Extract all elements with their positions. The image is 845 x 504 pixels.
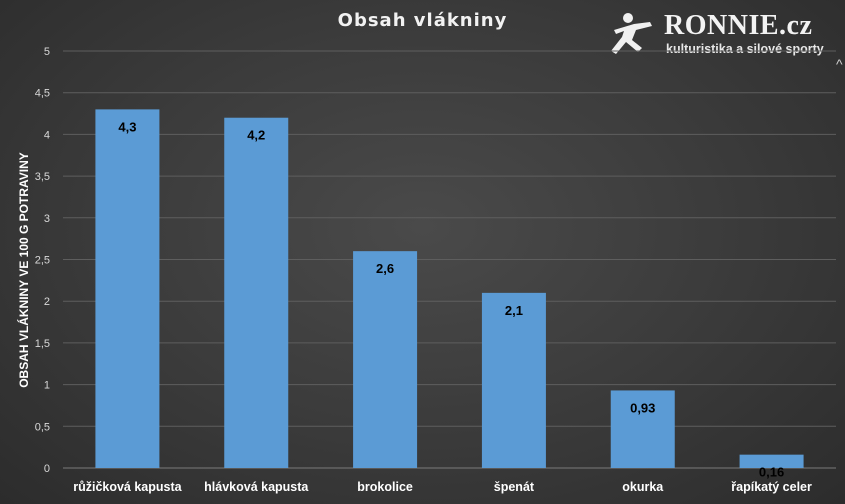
y-tick-label: 0 xyxy=(44,463,50,475)
data-label: 4,2 xyxy=(247,128,265,143)
chart-title: Obsah vlákniny xyxy=(337,10,508,31)
x-tick-label: růžičková kapusta xyxy=(73,480,182,494)
data-label: 2,6 xyxy=(376,261,394,276)
data-label: 0,16 xyxy=(759,465,784,480)
x-tick-label: hlávková kapusta xyxy=(204,480,309,494)
bar xyxy=(610,390,675,468)
y-tick-label: 3 xyxy=(44,213,50,225)
bar xyxy=(95,109,160,468)
y-tick-label: 1 xyxy=(44,380,50,392)
y-tick-label: 3,5 xyxy=(35,171,50,183)
data-label: 2,1 xyxy=(505,303,523,318)
x-tick-label: špenát xyxy=(494,480,535,494)
corner-mark: ^ xyxy=(836,56,843,72)
y-tick-label: 0,5 xyxy=(35,421,50,433)
y-tick-label: 5 xyxy=(44,46,50,58)
x-tick-label: řapíkatý celer xyxy=(731,480,812,494)
bar xyxy=(353,251,418,468)
brand-logo: RONNIE.cz kulturistika a silové sporty xyxy=(606,10,840,60)
athlete-figure-icon xyxy=(611,13,652,54)
y-tick-label: 2,5 xyxy=(35,255,50,267)
y-tick-label: 4,5 xyxy=(35,88,50,100)
bar xyxy=(481,292,546,468)
x-tick-label: brokolice xyxy=(357,480,413,494)
bar xyxy=(224,117,289,468)
bar xyxy=(739,454,804,468)
data-label: 0,93 xyxy=(630,400,655,415)
x-tick-label: okurka xyxy=(622,480,664,494)
logo-brand: RONNIE.cz xyxy=(664,10,813,41)
y-tick-label: 1,5 xyxy=(35,338,50,350)
y-tick-label: 4 xyxy=(44,129,50,141)
logo-tagline: kulturistika a silové sporty xyxy=(666,42,824,56)
y-tick-label: 2 xyxy=(44,296,50,308)
data-label: 4,3 xyxy=(118,119,136,134)
